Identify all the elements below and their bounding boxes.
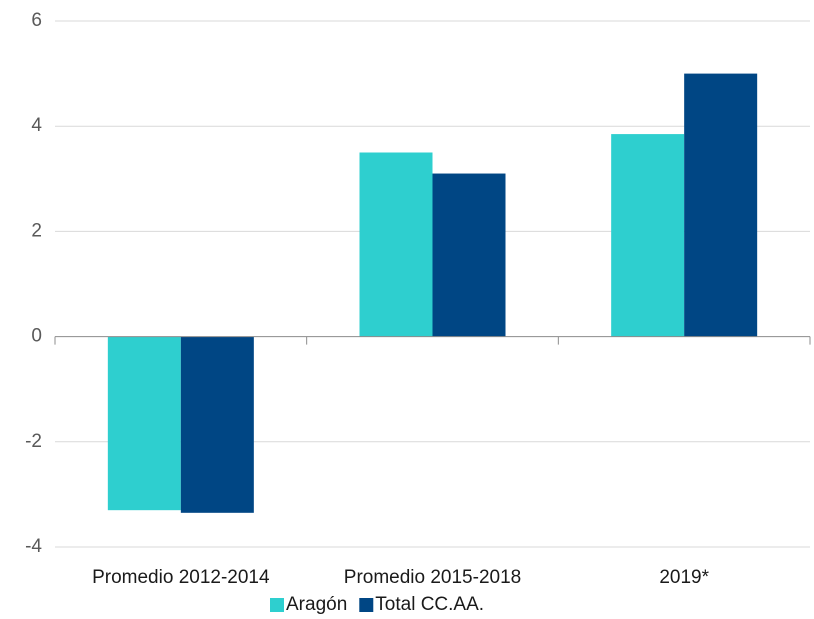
y-tick-label: 2 (31, 220, 42, 241)
bar (180, 336, 254, 513)
legend-swatch (270, 598, 284, 612)
y-tick-label: -4 (25, 536, 42, 557)
legend-swatch (359, 598, 374, 612)
y-tick-label: -2 (25, 431, 42, 452)
legend-label: Aragón (286, 594, 347, 615)
y-tick-label: 0 (31, 326, 42, 347)
bar (684, 73, 758, 337)
y-tick-label: 4 (31, 115, 42, 136)
bar (611, 134, 685, 337)
bar (432, 173, 506, 337)
legend-label: Total CC.AA. (375, 594, 484, 615)
bar (359, 152, 433, 337)
x-tick-label: Promedio 2012-2014 (92, 567, 270, 588)
x-tick-label: Promedio 2015-2018 (344, 567, 521, 588)
x-tick-label: 2019* (659, 567, 709, 588)
y-tick-label: 6 (31, 10, 42, 31)
bar (107, 336, 181, 511)
